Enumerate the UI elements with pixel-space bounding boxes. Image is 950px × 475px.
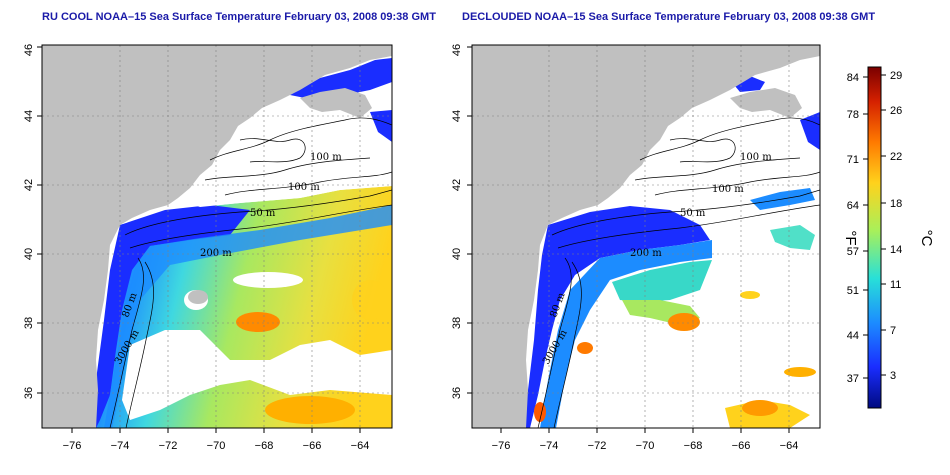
right-warm-patch — [740, 291, 760, 299]
colorbar-fahrenheit-ticks — [863, 76, 868, 379]
right-warm-patch — [742, 400, 778, 416]
celsius-tick-label: 3 — [890, 370, 896, 382]
contour-label-100m: 100 m — [712, 184, 744, 195]
colorbar: 84 78 71 64 57 51 44 37 29 26 22 18 14 1… — [842, 66, 935, 409]
left-warm-patch — [352, 280, 388, 320]
colorbar-gradient — [867, 66, 882, 409]
left-slope-band — [104, 205, 392, 428]
fahrenheit-tick-label: 78 — [847, 109, 859, 121]
left-land — [42, 45, 392, 428]
lon-tick-label: −70 — [207, 440, 226, 452]
lat-tick-label: 38 — [23, 317, 35, 329]
left-north-cold-water — [370, 110, 392, 142]
lat-tick-label: 42 — [23, 179, 35, 191]
left-y-axis: 36 38 40 42 44 46 — [23, 44, 42, 399]
fahrenheit-tick-label: 44 — [847, 330, 859, 342]
celsius-unit-label: °C — [918, 230, 935, 247]
lon-tick-label: −66 — [303, 440, 322, 452]
lon-tick-label: −74 — [111, 440, 130, 452]
fahrenheit-tick-label: 84 — [847, 72, 859, 84]
right-north-cold-water — [800, 112, 820, 150]
fahrenheit-tick-label: 37 — [847, 373, 859, 385]
lon-tick-label: −70 — [636, 440, 655, 452]
contour-label-200m: 200 m — [630, 248, 662, 259]
lon-tick-label: −68 — [684, 440, 703, 452]
left-plot-frame — [41, 44, 393, 429]
contour-label-100m: 100 m — [740, 152, 772, 163]
right-warm-patch — [577, 342, 593, 354]
lat-tick-label: 40 — [451, 248, 463, 260]
celsius-tick-label: 26 — [890, 105, 902, 117]
celsius-tick-label: 22 — [890, 151, 902, 163]
left-map: 100 m 100 m 50 m 200 m 80 m 3000 m — [42, 45, 392, 428]
left-warm-patch — [236, 312, 280, 332]
lon-tick-label: −66 — [732, 440, 751, 452]
left-panel-title: RU COOL NOAA–15 Sea Surface Temperature … — [42, 11, 436, 23]
fahrenheit-unit-label: °F — [842, 230, 859, 245]
lon-tick-label: −64 — [351, 440, 370, 452]
right-map: 100 m 100 m 50 m 200 m 80 m 3000 m — [472, 45, 820, 428]
fahrenheit-tick-label: 51 — [847, 285, 859, 297]
contour-label-100m: 100 m — [288, 182, 320, 193]
right-warm-patch — [668, 313, 700, 331]
right-y-axis: 36 38 40 42 44 46 — [451, 44, 472, 399]
lon-tick-label: −72 — [159, 440, 178, 452]
left-x-axis: −76 −74 −72 −70 −68 −66 −64 — [63, 428, 370, 452]
contour-label-100m: 100 m — [310, 152, 342, 163]
lat-tick-label: 40 — [23, 248, 35, 260]
right-nova-scotia — [730, 88, 802, 118]
left-north-cold-water — [290, 58, 392, 100]
fahrenheit-tick-label: 64 — [847, 200, 859, 212]
left-island — [188, 290, 208, 304]
right-land — [472, 45, 820, 428]
colorbar-celsius-ticks — [881, 74, 886, 376]
right-warm-band — [612, 260, 712, 302]
left-nova-scotia — [300, 88, 372, 118]
lat-tick-label: 46 — [451, 44, 463, 56]
lat-tick-label: 44 — [451, 110, 463, 122]
lon-tick-label: −64 — [780, 440, 799, 452]
right-x-axis: −76 −74 −72 −70 −68 −66 −64 — [492, 428, 799, 452]
right-warm-patch — [784, 367, 816, 377]
right-shelf-cold-water — [522, 206, 710, 428]
right-gridlines — [472, 45, 820, 428]
left-cloud-patch — [233, 272, 303, 288]
lat-tick-label: 36 — [23, 387, 35, 399]
left-shelf-cold-water — [96, 205, 250, 428]
celsius-tick-label: 18 — [890, 198, 902, 210]
right-bathymetry-contours — [537, 117, 820, 428]
right-slope-band — [540, 240, 712, 428]
celsius-tick-label: 29 — [890, 70, 902, 82]
lon-tick-label: −74 — [540, 440, 559, 452]
contour-label-200m: 200 m — [200, 248, 232, 259]
fahrenheit-tick-label: 71 — [847, 154, 859, 166]
lon-tick-label: −68 — [255, 440, 274, 452]
celsius-tick-label: 14 — [890, 244, 902, 256]
right-east-patch — [770, 225, 815, 250]
left-cloud-patch — [122, 330, 392, 420]
lat-tick-label: 44 — [23, 110, 35, 122]
fahrenheit-tick-label: 57 — [847, 246, 859, 258]
left-bathymetry-contours — [109, 117, 392, 428]
lon-tick-label: −76 — [492, 440, 511, 452]
lon-tick-label: −72 — [588, 440, 607, 452]
lat-tick-label: 46 — [23, 44, 35, 56]
left-warm-patch — [265, 396, 355, 424]
left-gridlines — [42, 45, 392, 428]
celsius-tick-label: 7 — [890, 325, 896, 337]
right-panel-title: DECLOUDED NOAA–15 Sea Surface Temperatur… — [462, 11, 876, 23]
lat-tick-label: 38 — [451, 317, 463, 329]
celsius-tick-label: 11 — [890, 279, 901, 291]
contour-label-50m: 50 m — [250, 208, 276, 219]
lat-tick-label: 36 — [451, 387, 463, 399]
lon-tick-label: −76 — [63, 440, 82, 452]
lat-tick-label: 42 — [451, 179, 463, 191]
right-plot-frame — [471, 44, 821, 429]
contour-label-50m: 50 m — [680, 208, 706, 219]
